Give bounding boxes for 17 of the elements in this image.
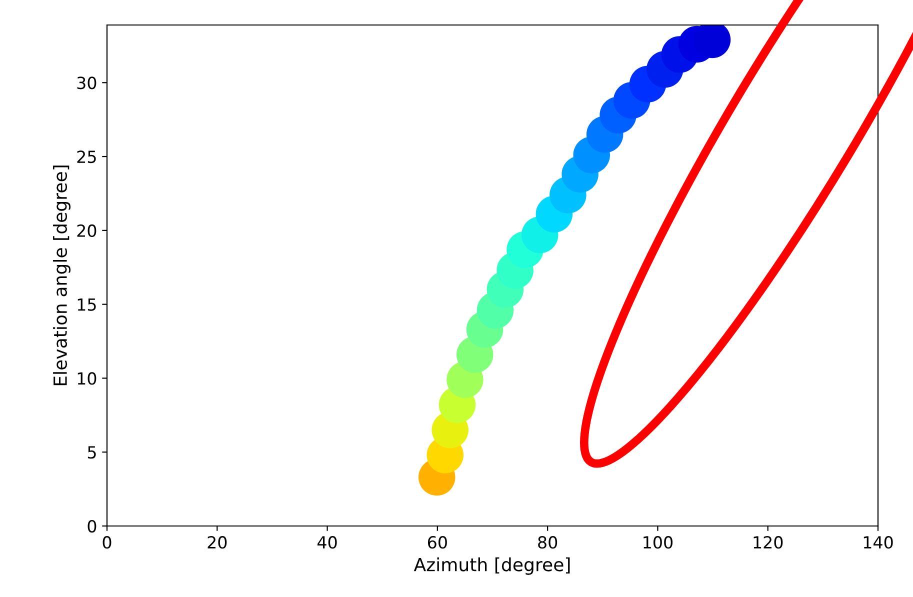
x-axis-title: Azimuth [degree] xyxy=(414,557,570,575)
x-tick-label: 140 xyxy=(864,536,893,549)
y-tick-label: 30 xyxy=(77,76,96,90)
x-tick-label: 100 xyxy=(644,536,673,549)
x-tick-label: 40 xyxy=(317,536,337,549)
y-tick-label: 10 xyxy=(78,372,96,385)
x-tick-label: 0 xyxy=(102,536,112,549)
x-tick-label: 20 xyxy=(208,536,227,549)
y-tick-label: 0 xyxy=(88,520,96,533)
x-tick-label: 80 xyxy=(538,536,558,549)
y-tick-label: 5 xyxy=(88,446,96,459)
y-tick-label: 15 xyxy=(78,298,96,311)
x-tick-label: 60 xyxy=(428,536,447,549)
y-axis-title: Elevation angle [degree] xyxy=(53,166,71,386)
y-tick-label: 25 xyxy=(77,150,96,164)
y-tick-label: 20 xyxy=(77,224,96,237)
x-tick-label: 120 xyxy=(754,536,783,549)
